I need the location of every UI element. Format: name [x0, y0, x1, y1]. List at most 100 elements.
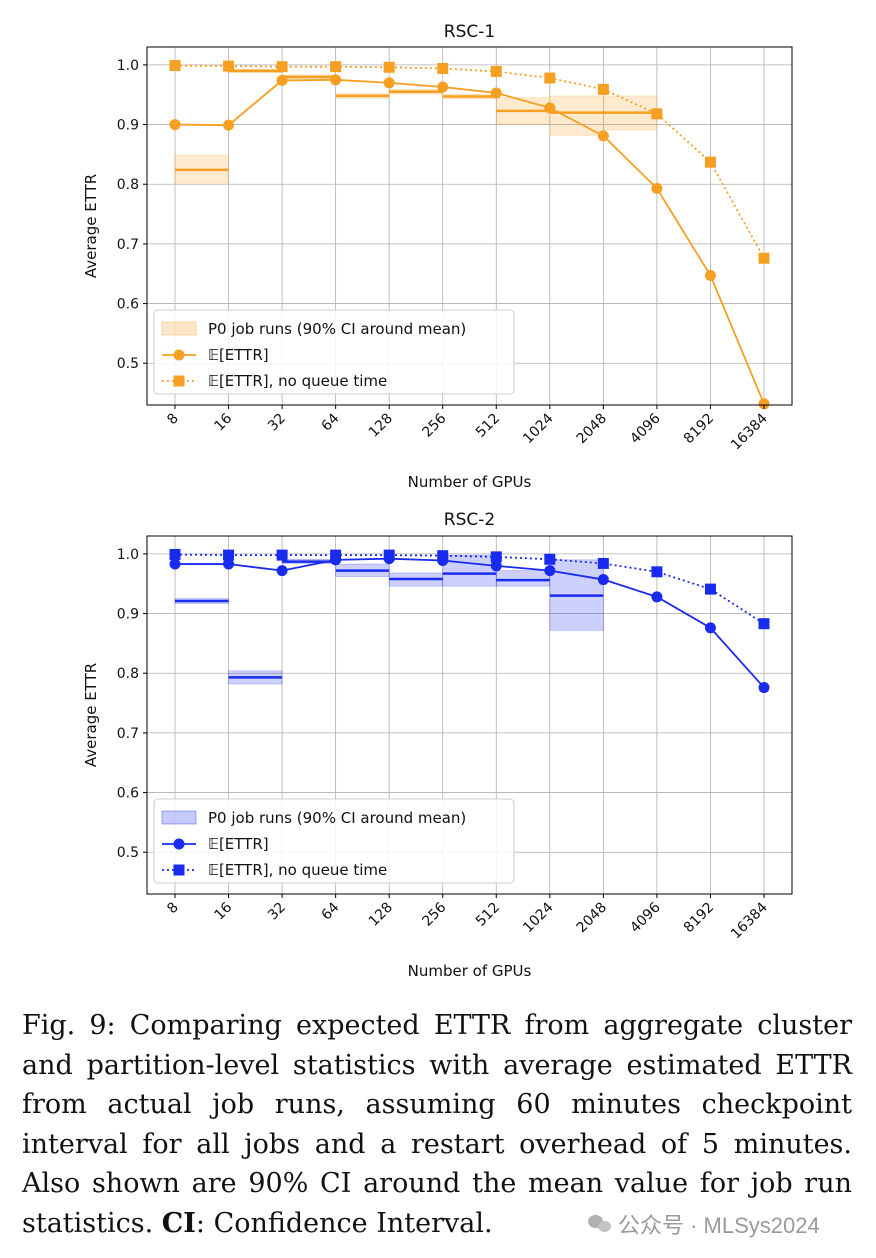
x-tick-label: 16384 [728, 899, 771, 942]
x-tick-label: 512 [473, 900, 503, 930]
legend-ci-swatch [161, 321, 197, 336]
legend-ci-label: P0 job runs (90% CI around mean) [208, 320, 466, 338]
y-tick-label: 0.6 [117, 297, 139, 313]
x-tick-label: 8 [164, 411, 182, 429]
chart-title: RSC-2 [444, 510, 495, 530]
legend: P0 job runs (90% CI around mean) 𝔼[ETTR] 𝔼… [153, 309, 515, 395]
ci-band [442, 554, 497, 587]
data-point-square [758, 618, 770, 630]
x-tick-label: 4096 [627, 410, 664, 447]
data-point-circle [223, 558, 235, 570]
legend-box [153, 309, 515, 395]
x-tick-label: 32 [265, 900, 289, 924]
legend-ci-label: P0 job runs (90% CI around mean) [208, 809, 466, 827]
series-line [174, 64, 765, 259]
legend-series-label-1: 𝔼[ETTR] [208, 835, 269, 853]
data-point-circle [169, 119, 181, 131]
data-point-square [383, 549, 395, 561]
figure-caption: Fig. 9: Comparing expected ETTR from agg… [22, 1006, 852, 1243]
x-tick-label: 128 [366, 411, 396, 441]
x-tick-label: 128 [366, 900, 396, 930]
data-point-square [383, 61, 395, 73]
data-point-circle [490, 87, 502, 99]
y-axis: 0.5 0.6 0.7 0.8 0.9 1.0 Average ETTR [82, 547, 147, 861]
series-line [174, 78, 765, 405]
data-point-square [597, 557, 609, 569]
wechat-logo-icon [588, 1214, 612, 1234]
data-point-square [437, 550, 449, 562]
data-point-square [276, 549, 288, 561]
y-axis-label: Average ETTR [82, 174, 100, 278]
legend-marker-circle [173, 349, 185, 361]
x-tick-label: 16 [211, 899, 235, 923]
legend-series-label-1: 𝔼[ETTR] [208, 346, 269, 364]
x-tick-label: 1024 [520, 899, 557, 936]
data-point-circle [330, 74, 342, 86]
data-point-circle [276, 565, 288, 577]
data-point-circle [276, 74, 288, 86]
legend-ci-swatch [161, 810, 197, 825]
legend-series-label-2: 𝔼[ETTR], no queue time [208, 372, 387, 390]
x-axis: 8 16 32 64 128 256 512 1024 2048 4096 8192 16384 Num… [164, 405, 771, 491]
data-point-circle [704, 270, 716, 282]
x-tick-label: 16384 [728, 410, 771, 453]
y-tick-label: 0.5 [117, 356, 139, 372]
y-tick-label: 0.9 [117, 607, 139, 623]
x-tick-label: 8192 [681, 411, 718, 448]
data-point-square [544, 553, 556, 565]
ci-bands [174, 554, 604, 685]
y-axis-label: Average ETTR [82, 663, 100, 767]
data-point-square [223, 549, 235, 561]
y-tick-label: 0.6 [117, 786, 139, 802]
data-point-square [651, 108, 663, 120]
y-tick-label: 1.0 [117, 547, 139, 563]
data-point-square [597, 83, 609, 95]
x-tick-label: 2048 [574, 900, 611, 937]
chart-panel-2: RSC-2 0.5 0.6 0.7 0.8 0.9 1.0 Average ETTR 8 16 32… [82, 510, 793, 980]
axes-frame [146, 535, 793, 895]
x-tick-label: 4096 [627, 899, 664, 936]
caption-tail: : Confidence Interval. [195, 1207, 493, 1239]
x-tick-label: 512 [473, 411, 503, 441]
data-point-square [544, 72, 556, 84]
x-tick-label: 256 [419, 899, 449, 929]
caption-bold-term: CI [161, 1207, 196, 1239]
watermark-text: 公众号 · MLSys2024 [618, 1213, 820, 1238]
ci-band [549, 95, 604, 136]
legend-series-label-2: 𝔼[ETTR], no queue time [208, 861, 387, 879]
data-point-square [704, 583, 716, 595]
y-tick-label: 1.0 [117, 58, 139, 74]
x-tick-label: 32 [265, 411, 289, 435]
data-point-circle [544, 102, 556, 114]
y-tick-label: 0.9 [117, 118, 139, 134]
series-ettr [169, 74, 770, 410]
x-tick-label: 8 [164, 900, 182, 918]
caption-text: Fig. 9: Comparing expected ETTR from agg… [22, 1010, 852, 1239]
data-point-circle [169, 558, 181, 570]
axes-frame [146, 46, 793, 406]
x-tick-label: 64 [319, 410, 343, 434]
data-point-circle [758, 682, 770, 694]
x-tick-label: 8192 [681, 900, 718, 937]
x-tick-label: 2048 [574, 411, 611, 448]
data-point-square [276, 61, 288, 73]
data-point-circle [758, 398, 770, 410]
watermark: 公众号 · MLSys2024 [588, 1208, 820, 1240]
y-tick-label: 0.7 [117, 726, 139, 742]
chart-title: RSC-1 [444, 22, 495, 42]
data-point-circle [597, 574, 609, 586]
x-axis-label: Number of GPUs [408, 962, 532, 980]
data-point-circle [651, 182, 663, 194]
data-point-square [169, 59, 181, 71]
ci-bands [174, 68, 658, 184]
legend-marker-square [173, 864, 185, 876]
data-point-circle [597, 130, 609, 142]
data-point-circle [651, 591, 663, 603]
x-axis: 8 16 32 64 128 256 512 1024 2048 4096 8192 16384 Num… [164, 894, 771, 980]
data-point-square [490, 551, 502, 563]
data-point-square [223, 60, 235, 72]
data-point-square [330, 549, 342, 561]
x-tick-label: 64 [319, 899, 343, 923]
y-tick-label: 0.8 [117, 177, 139, 193]
data-point-circle [490, 560, 502, 572]
